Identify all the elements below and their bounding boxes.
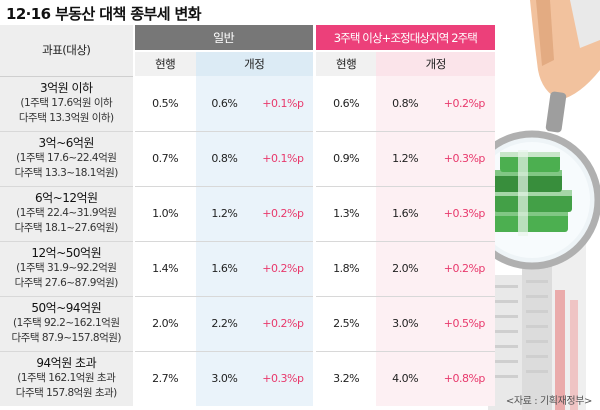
tax-bracket-cell: 12억~50억원 (1주택 31.9~92.2억원 다주택 27.6~87.9억… — [0, 241, 135, 297]
general-rate-change: +0.2%p — [252, 296, 316, 352]
table-row: 94억원 초과 (1주택 162.1억원 초과 다주택 157.8억원 초과) … — [0, 351, 495, 406]
multi-rate-change: +0.5%p — [433, 296, 495, 352]
multi-current-rate: 3.2% — [314, 351, 377, 406]
bracket-multi-home: 다주택 87.9~157.8억원) — [11, 332, 122, 344]
general-revised-rate: 1.2% — [195, 186, 253, 242]
bracket-column-header: 과표(대상) — [0, 25, 135, 77]
general-revised-header: 개정 — [195, 50, 316, 76]
general-rate-change: +0.3%p — [252, 351, 316, 406]
bracket-single-home: (1주택 92.2~162.1억원 — [13, 317, 120, 329]
general-rate-change: +0.2%p — [252, 241, 316, 297]
bracket-single-home: (1주택 17.6~22.4억원 — [16, 152, 117, 164]
multi-rate-change: +0.3%p — [433, 131, 495, 187]
general-current-rate: 1.4% — [133, 241, 196, 297]
bracket-range: 50억~94억원 — [31, 301, 102, 315]
general-current-rate: 0.5% — [133, 76, 196, 132]
general-rate-change: +0.1%p — [252, 76, 316, 132]
bracket-single-home: (1주택 22.4~31.9억원 — [16, 207, 117, 219]
multi-current-rate: 0.6% — [314, 76, 377, 132]
multi-current-rate: 1.3% — [314, 186, 377, 242]
multi-current-header: 현행 — [314, 50, 377, 76]
general-revised-rate: 0.6% — [195, 76, 253, 132]
bracket-range: 12억~50억원 — [31, 246, 102, 260]
multi-rate-change: +0.8%p — [433, 351, 495, 406]
table-row: 3억원 이하 (1주택 17.6억원 이하 다주택 13.3억원 이하) 0.5… — [0, 76, 495, 132]
bracket-range: 94억원 초과 — [36, 356, 97, 370]
bracket-range: 6억~12억원 — [34, 191, 98, 205]
general-revised-rate: 2.2% — [195, 296, 253, 352]
multi-revised-header: 개정 — [376, 50, 495, 76]
multi-revised-rate: 1.6% — [376, 186, 434, 242]
bracket-multi-home: 다주택 18.1~27.6억원) — [14, 222, 119, 234]
multi-current-rate: 0.9% — [314, 131, 377, 187]
multi-revised-rate: 4.0% — [376, 351, 434, 406]
bracket-multi-home: 다주택 157.8억원 초과) — [15, 387, 117, 399]
magnifier-money-illustration — [462, 0, 600, 410]
table-row: 6억~12억원 (1주택 22.4~31.9억원 다주택 18.1~27.6억원… — [0, 186, 495, 242]
multi-revised-rate: 3.0% — [376, 296, 434, 352]
general-rate-change: +0.2%p — [252, 186, 316, 242]
page-title: 12·16 부동산 대책 종부세 변화 — [6, 5, 202, 23]
general-current-rate: 2.7% — [133, 351, 196, 406]
bracket-multi-home: 다주택 13.3억원 이하) — [18, 112, 114, 124]
multi-rate-change: +0.2%p — [433, 76, 495, 132]
multi-home-group-header: 3주택 이상+조정대상지역 2주택 — [314, 25, 495, 51]
multi-current-rate: 2.5% — [314, 296, 377, 352]
bracket-multi-home: 다주택 27.6~87.9억원) — [14, 277, 119, 289]
bracket-single-home: (1주택 162.1억원 초과 — [17, 372, 116, 384]
general-current-rate: 1.0% — [133, 186, 196, 242]
multi-current-rate: 1.8% — [314, 241, 377, 297]
table-row: 12억~50억원 (1주택 31.9~92.2억원 다주택 27.6~87.9억… — [0, 241, 495, 297]
general-current-header: 현행 — [133, 50, 196, 76]
general-revised-rate: 3.0% — [195, 351, 253, 406]
tax-bracket-cell: 94억원 초과 (1주택 162.1억원 초과 다주택 157.8억원 초과) — [0, 351, 135, 406]
table-row: 3억~6억원 (1주택 17.6~22.4억원 다주택 13.3~18.1억원)… — [0, 131, 495, 187]
general-revised-rate: 1.6% — [195, 241, 253, 297]
tax-rate-table: 과표(대상) 일반 3주택 이상+조정대상지역 2주택 현행 개정 현행 개정 … — [0, 25, 495, 406]
multi-rate-change: +0.2%p — [433, 241, 495, 297]
bracket-multi-home: 다주택 13.3~18.1억원) — [14, 167, 119, 179]
source-note: <자료 : 기획재정부> — [505, 396, 592, 407]
money-stack-graphic — [486, 150, 572, 236]
multi-revised-rate: 0.8% — [376, 76, 434, 132]
multi-revised-rate: 2.0% — [376, 241, 434, 297]
bracket-range: 3억원 이하 — [39, 81, 93, 95]
general-group-header: 일반 — [133, 25, 316, 51]
tax-bracket-cell: 6억~12억원 (1주택 22.4~31.9억원 다주택 18.1~27.6억원… — [0, 186, 135, 242]
general-current-rate: 2.0% — [133, 296, 196, 352]
multi-revised-rate: 1.2% — [376, 131, 434, 187]
multi-rate-change: +0.3%p — [433, 186, 495, 242]
general-current-rate: 0.7% — [133, 131, 196, 187]
tax-bracket-cell: 3억~6억원 (1주택 17.6~22.4억원 다주택 13.3~18.1억원) — [0, 131, 135, 187]
bracket-range: 3억~6억원 — [38, 136, 95, 150]
tax-bracket-cell: 3억원 이하 (1주택 17.6억원 이하 다주택 13.3억원 이하) — [0, 76, 135, 132]
table-row: 50억~94억원 (1주택 92.2~162.1억원 다주택 87.9~157.… — [0, 296, 495, 352]
tax-bracket-cell: 50억~94억원 (1주택 92.2~162.1억원 다주택 87.9~157.… — [0, 296, 135, 352]
general-revised-rate: 0.8% — [195, 131, 253, 187]
bracket-single-home: (1주택 17.6억원 이하 — [20, 97, 113, 109]
general-rate-change: +0.1%p — [252, 131, 316, 187]
bracket-single-home: (1주택 31.9~92.2억원 — [16, 262, 117, 274]
